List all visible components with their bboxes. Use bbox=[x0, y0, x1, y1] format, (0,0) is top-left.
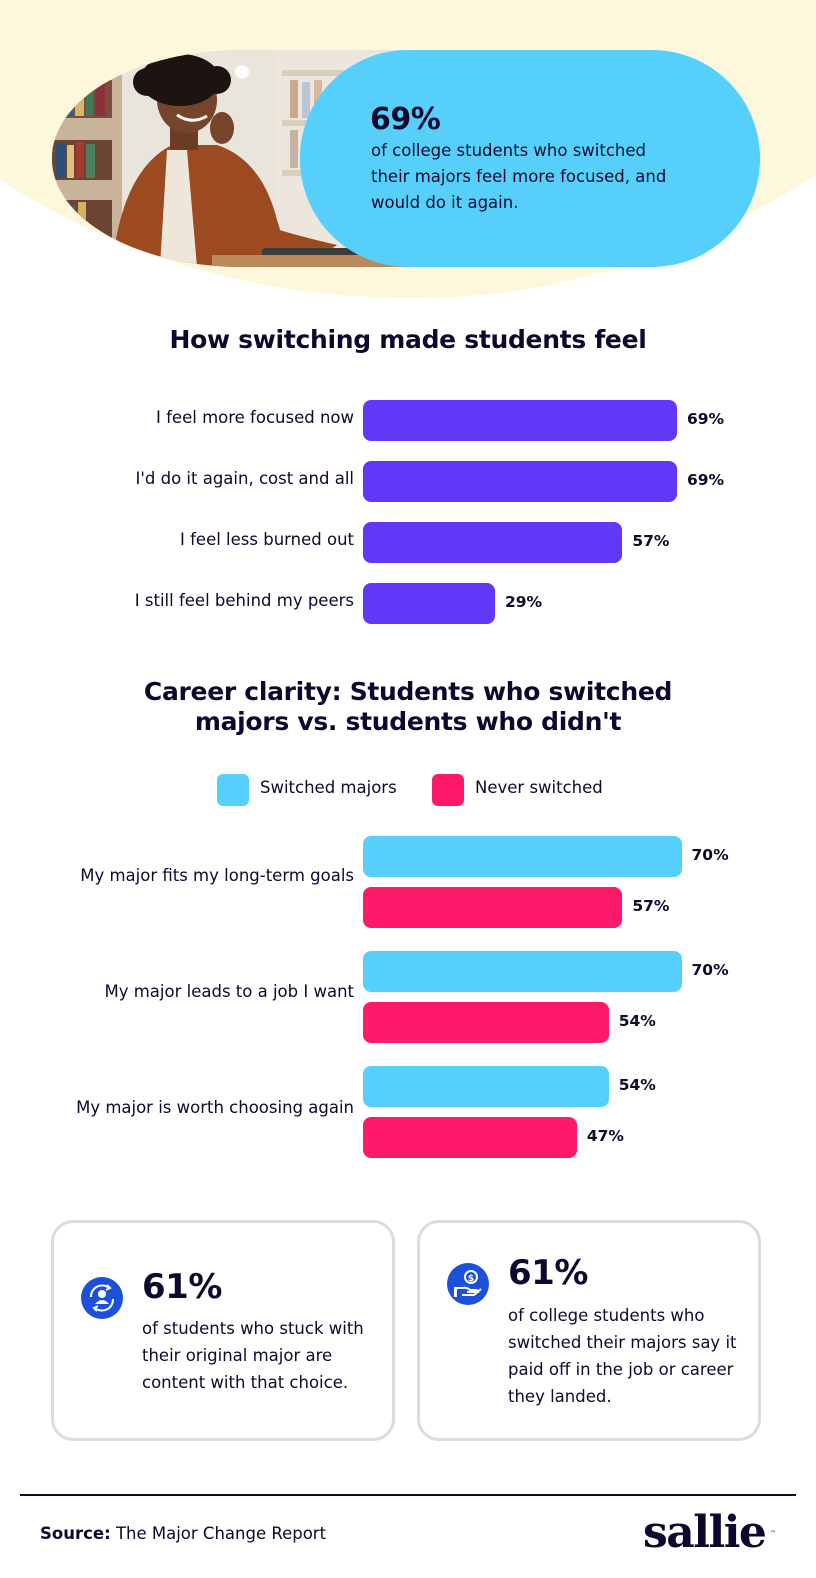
chart2-value-label-switched: 70% bbox=[691, 961, 729, 979]
card-stat-value: 61% bbox=[508, 1253, 588, 1293]
chart1-category-label: I feel less burned out bbox=[180, 530, 354, 549]
sallie-logo: sallie bbox=[643, 1507, 767, 1558]
hand-coin-icon-glyph: $ bbox=[454, 1270, 482, 1297]
chart2-value-label-never-switched: 47% bbox=[586, 1127, 624, 1145]
chart1-category-label: I feel more focused now bbox=[156, 408, 354, 427]
hand-coin-icon: $ bbox=[447, 1263, 489, 1305]
chart1-value-label: 29% bbox=[504, 593, 543, 611]
chart2-value-label-switched: 70% bbox=[691, 846, 729, 864]
card-stat-text: of students who stuck with their origina… bbox=[142, 1319, 364, 1392]
person-cycle-icon bbox=[81, 1277, 123, 1319]
svg-text:$: $ bbox=[468, 1274, 474, 1284]
legend-swatch-switched bbox=[217, 774, 249, 806]
chart1-bar bbox=[363, 400, 677, 441]
hero-stat-pill bbox=[300, 50, 760, 267]
hero-stat-value: 69% bbox=[370, 102, 441, 137]
chart1-value-label: 69% bbox=[686, 471, 725, 489]
chart2-value-label-never-switched: 57% bbox=[632, 897, 670, 915]
chart2-title: Career clarity: Students who switched ma… bbox=[143, 677, 673, 736]
chart1-bar bbox=[363, 522, 623, 563]
chart2-bar-switched bbox=[363, 951, 682, 992]
card-stat-text: of college students who switched their m… bbox=[508, 1306, 737, 1406]
chart1-bar bbox=[363, 583, 495, 624]
chart1-category-label: I'd do it again, cost and all bbox=[135, 469, 354, 488]
chart2-category-label: My major leads to a job I want bbox=[104, 982, 354, 1001]
chart2-bar-never-switched bbox=[363, 1002, 609, 1043]
legend-label-switched: Switched majors bbox=[260, 778, 397, 797]
chart2-value-label-switched: 54% bbox=[618, 1076, 656, 1094]
chart2-value-label-never-switched: 54% bbox=[618, 1012, 656, 1030]
footer-divider bbox=[20, 1494, 796, 1496]
hero-stat-text: of college students who switched their m… bbox=[371, 141, 667, 212]
card-stat-value: 61% bbox=[142, 1267, 222, 1307]
legend-label-never-switched: Never switched bbox=[475, 778, 603, 797]
chart2-bar-switched bbox=[363, 1066, 609, 1107]
chart1-bar bbox=[363, 461, 677, 502]
chart1-value-label: 69% bbox=[686, 410, 725, 428]
chart2-bar-never-switched bbox=[363, 1117, 577, 1158]
chart2-bar-never-switched bbox=[363, 887, 623, 928]
source-label: Source: bbox=[40, 1524, 111, 1543]
person-cycle-icon-glyph bbox=[89, 1284, 115, 1312]
logo-trademark: ™ bbox=[770, 1530, 776, 1537]
stat-card-right: $ 61% of college students who switched t… bbox=[417, 1220, 761, 1441]
source-line: Source: The Major Change Report bbox=[40, 1524, 326, 1543]
chart2-category-label: My major is worth choosing again bbox=[76, 1098, 354, 1117]
source-text: The Major Change Report bbox=[115, 1524, 327, 1543]
stat-card-left: 61% of students who stuck with their ori… bbox=[51, 1220, 395, 1441]
chart2-bar-switched bbox=[363, 836, 682, 877]
chart1-category-label: I still feel behind my peers bbox=[134, 591, 354, 610]
chart1-value-label: 57% bbox=[632, 532, 670, 550]
sallie-logo-text: sallie bbox=[643, 1507, 767, 1558]
chart1-title: How switching made students feel bbox=[169, 325, 647, 354]
legend-swatch-never-switched bbox=[432, 774, 464, 806]
chart2-category-label: My major fits my long-term goals bbox=[80, 866, 354, 885]
